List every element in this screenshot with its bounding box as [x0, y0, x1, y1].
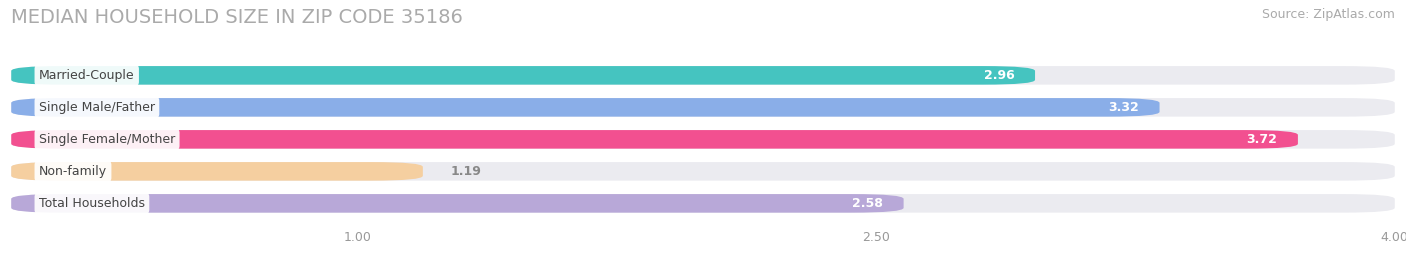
Text: Single Female/Mother: Single Female/Mother: [39, 133, 176, 146]
Text: 2.58: 2.58: [852, 197, 883, 210]
FancyBboxPatch shape: [11, 98, 1395, 117]
FancyBboxPatch shape: [11, 130, 1395, 149]
FancyBboxPatch shape: [11, 194, 904, 213]
Text: MEDIAN HOUSEHOLD SIZE IN ZIP CODE 35186: MEDIAN HOUSEHOLD SIZE IN ZIP CODE 35186: [11, 8, 463, 27]
FancyBboxPatch shape: [11, 162, 1395, 181]
FancyBboxPatch shape: [11, 98, 1160, 117]
Text: Non-family: Non-family: [39, 165, 107, 178]
FancyBboxPatch shape: [11, 66, 1395, 85]
Text: Single Male/Father: Single Male/Father: [39, 101, 155, 114]
Text: 2.96: 2.96: [984, 69, 1014, 82]
FancyBboxPatch shape: [11, 130, 1298, 149]
Text: 1.19: 1.19: [450, 165, 481, 178]
Text: Source: ZipAtlas.com: Source: ZipAtlas.com: [1261, 8, 1395, 21]
Text: 3.32: 3.32: [1108, 101, 1139, 114]
Text: Married-Couple: Married-Couple: [39, 69, 135, 82]
FancyBboxPatch shape: [11, 194, 1395, 213]
FancyBboxPatch shape: [11, 162, 423, 181]
Text: Total Households: Total Households: [39, 197, 145, 210]
Text: 3.72: 3.72: [1246, 133, 1277, 146]
FancyBboxPatch shape: [11, 66, 1035, 85]
